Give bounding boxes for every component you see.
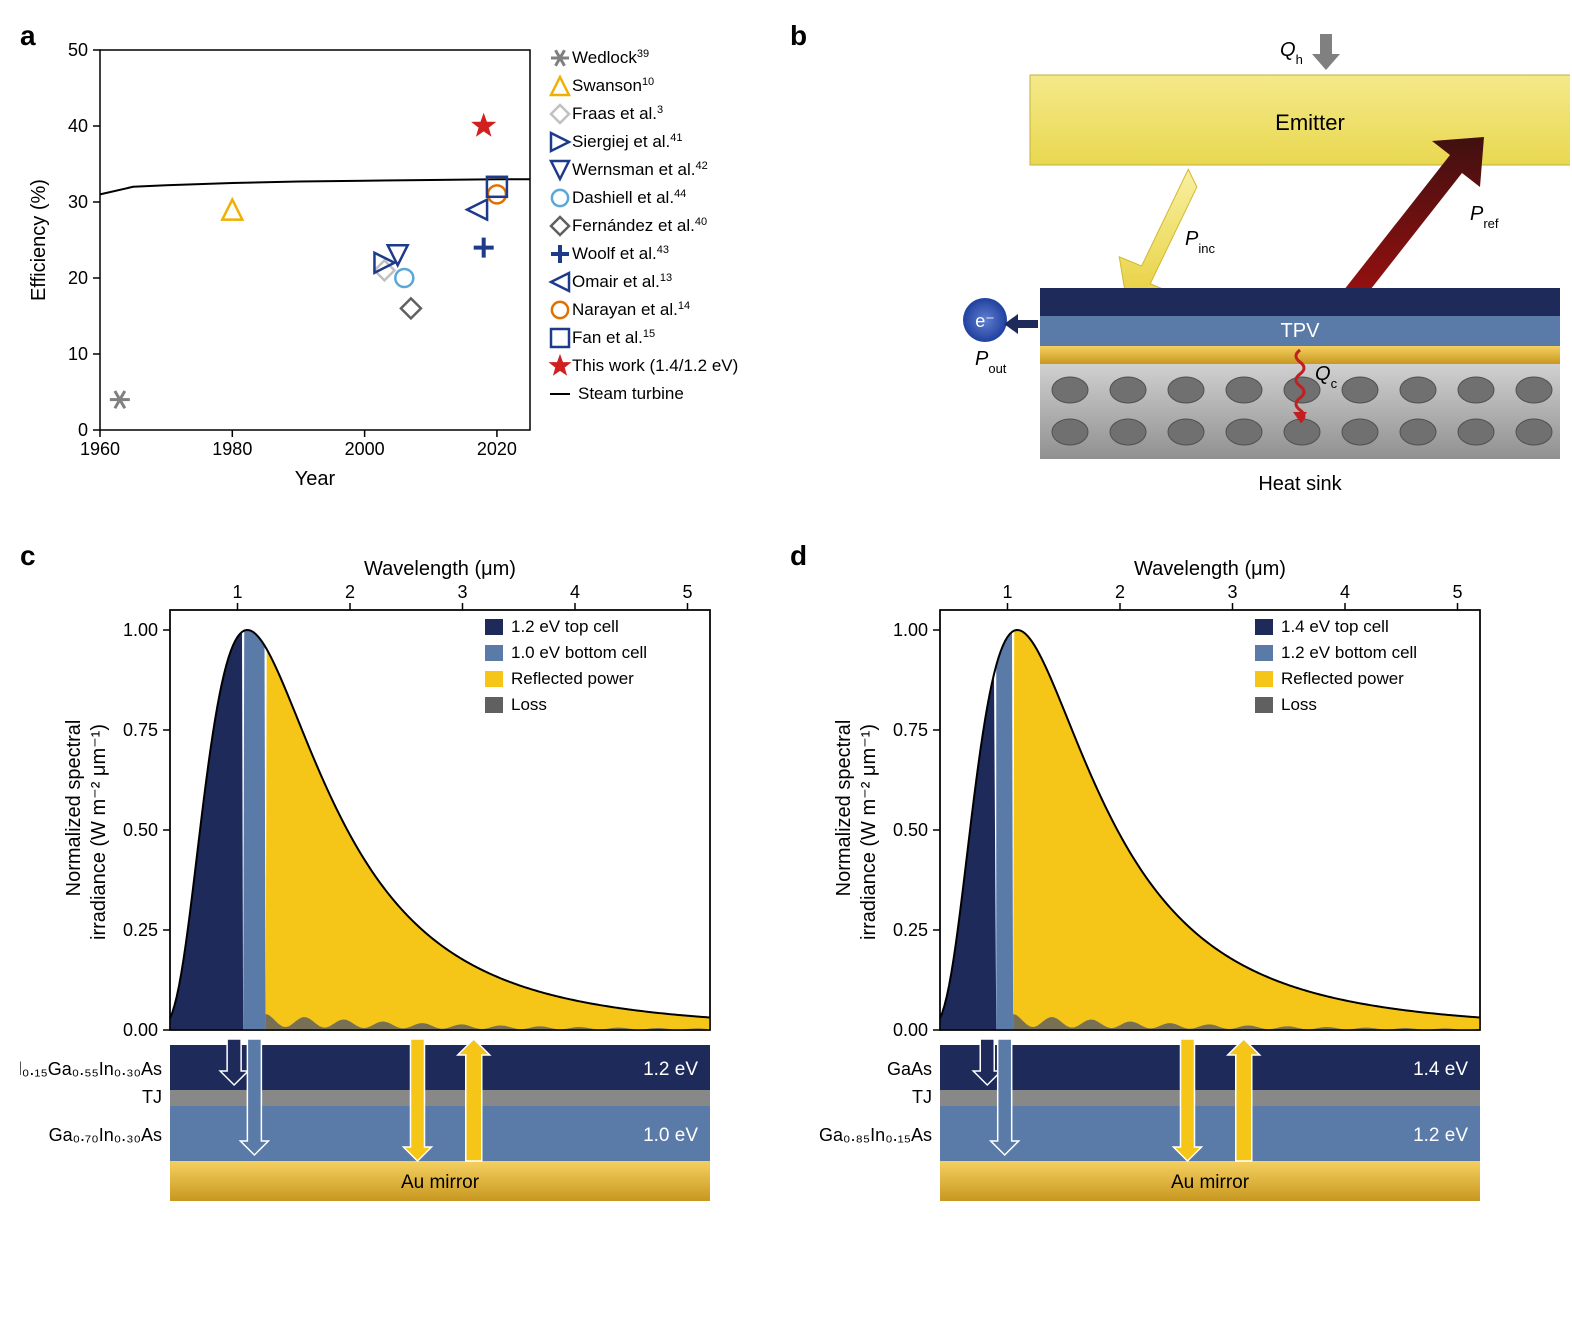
svg-text:Al₀.₁₅Ga₀.₅₅In₀.₃₀As: Al₀.₁₅Ga₀.₅₅In₀.₃₀As (20, 1059, 162, 1079)
svg-text:20: 20 (68, 268, 88, 288)
svg-text:5: 5 (1452, 582, 1462, 602)
svg-text:GaAs: GaAs (887, 1059, 932, 1079)
svg-text:Ga₀.₇₀In₀.₃₀As: Ga₀.₇₀In₀.₃₀As (49, 1125, 162, 1145)
svg-text:0.00: 0.00 (893, 1020, 928, 1040)
svg-text:1960: 1960 (80, 439, 120, 459)
panel-a: a 1960 1980 2000 2020 0 10 20 30 40 50 Year Efficie… (20, 20, 780, 520)
svg-text:1.00: 1.00 (893, 620, 928, 640)
svg-text:Wedlock39: Wedlock39 (572, 48, 649, 67)
svg-text:Pinc: Pinc (1185, 228, 1215, 256)
svg-text:Omair et al.13: Omair et al.13 (572, 272, 672, 291)
svg-text:Reflected power: Reflected power (1281, 669, 1404, 688)
svg-text:Au mirror: Au mirror (1171, 1172, 1250, 1193)
svg-text:40: 40 (68, 116, 88, 136)
svg-text:Fernández et al.40: Fernández et al.40 (572, 216, 707, 235)
svg-text:Efficiency (%): Efficiency (%) (28, 179, 50, 301)
svg-text:1.0 eV: 1.0 eV (643, 1125, 698, 1146)
svg-text:Au mirror: Au mirror (401, 1172, 480, 1193)
svg-text:TPV: TPV (1281, 320, 1321, 342)
svg-text:0.00: 0.00 (123, 1020, 158, 1040)
panel-d: d Wavelength (μm) 1 2 3 4 5 0.00 0.25 0.50 0.75 1.… (790, 540, 1570, 1300)
svg-text:1.4 eV top cell: 1.4 eV top cell (1281, 617, 1389, 636)
svg-text:Wernsman et al.42: Wernsman et al.42 (572, 160, 708, 179)
svg-text:Loss: Loss (1281, 695, 1317, 714)
svg-text:5: 5 (682, 582, 692, 602)
svg-text:2: 2 (345, 582, 355, 602)
svg-text:0.25: 0.25 (123, 920, 158, 940)
svg-text:Pout: Pout (975, 348, 1007, 376)
svg-text:1980: 1980 (212, 439, 252, 459)
svg-text:Fan et al.15: Fan et al.15 (572, 328, 655, 347)
svg-text:Wavelength (μm): Wavelength (μm) (1134, 558, 1286, 580)
svg-text:Narayan et al.14: Narayan et al.14 (572, 300, 690, 319)
svg-text:2020: 2020 (477, 439, 517, 459)
svg-text:1: 1 (1002, 582, 1012, 602)
panel-c: c Wavelength (μm) 1 2 3 4 5 0.00 0.25 0.50 0.75 1.… (20, 540, 780, 1300)
svg-text:10: 10 (68, 344, 88, 364)
svg-text:1.2 eV bottom cell: 1.2 eV bottom cell (1281, 643, 1417, 662)
svg-text:4: 4 (1340, 582, 1350, 602)
svg-text:TJ: TJ (142, 1087, 162, 1107)
svg-text:0.75: 0.75 (123, 720, 158, 740)
panel-d-label: d (790, 540, 807, 572)
svg-text:Emitter: Emitter (1275, 110, 1345, 135)
svg-text:0.50: 0.50 (123, 820, 158, 840)
svg-text:Steam turbine: Steam turbine (578, 384, 684, 403)
svg-text:TJ: TJ (912, 1087, 932, 1107)
chart-a: 1960 1980 2000 2020 0 10 20 30 40 50 Year Efficienc… (20, 20, 780, 520)
svg-text:1: 1 (232, 582, 242, 602)
svg-text:Heat sink: Heat sink (1258, 473, 1342, 495)
svg-text:4: 4 (570, 582, 580, 602)
svg-text:1.00: 1.00 (123, 620, 158, 640)
svg-text:2000: 2000 (345, 439, 385, 459)
svg-text:30: 30 (68, 192, 88, 212)
chart-c: Wavelength (μm) 1 2 3 4 5 0.00 0.25 0.50 0.75 1.00… (20, 540, 780, 1300)
panel-a-label: a (20, 20, 36, 52)
svg-text:0: 0 (78, 420, 88, 440)
svg-text:Ga₀.₈₅In₀.₁₅As: Ga₀.₈₅In₀.₁₅As (819, 1125, 932, 1145)
svg-text:50: 50 (68, 40, 88, 60)
svg-text:1.0 eV bottom cell: 1.0 eV bottom cell (511, 643, 647, 662)
svg-text:1.2 eV top cell: 1.2 eV top cell (511, 617, 619, 636)
panel-b-label: b (790, 20, 807, 52)
svg-text:Siergiej et al.41: Siergiej et al.41 (572, 132, 683, 151)
svg-text:Qh: Qh (1280, 39, 1303, 67)
svg-text:irradiance (W m⁻² μm⁻¹): irradiance (W m⁻² μm⁻¹) (858, 724, 880, 940)
svg-text:Loss: Loss (511, 695, 547, 714)
svg-text:1.4 eV: 1.4 eV (1413, 1059, 1468, 1080)
svg-text:Woolf et al.43: Woolf et al.43 (572, 244, 669, 263)
svg-text:Normalized spectral: Normalized spectral (63, 720, 85, 897)
chart-d: Wavelength (μm) 1 2 3 4 5 0.00 0.25 0.50 0.75 1.00… (790, 540, 1550, 1300)
svg-text:Dashiell et al.44: Dashiell et al.44 (572, 188, 686, 207)
panel-c-label: c (20, 540, 36, 572)
svg-text:This work (1.4/1.2 eV): This work (1.4/1.2 eV) (572, 356, 738, 375)
svg-text:2: 2 (1115, 582, 1125, 602)
svg-text:1.2 eV: 1.2 eV (643, 1059, 698, 1080)
svg-text:0.25: 0.25 (893, 920, 928, 940)
svg-text:Normalized spectral: Normalized spectral (833, 720, 855, 897)
svg-text:Fraas et al.3: Fraas et al.3 (572, 104, 663, 123)
svg-text:0.50: 0.50 (893, 820, 928, 840)
svg-text:irradiance (W m⁻² μm⁻¹): irradiance (W m⁻² μm⁻¹) (88, 724, 110, 940)
svg-text:Swanson10: Swanson10 (572, 76, 654, 95)
svg-text:e⁻: e⁻ (975, 311, 995, 331)
svg-text:1.2 eV: 1.2 eV (1413, 1125, 1468, 1146)
diagram-b: QhEmitterPincPrefTPVHeat sinke⁻PoutQc (790, 20, 1570, 520)
svg-text:Pref: Pref (1470, 203, 1499, 231)
svg-text:Year: Year (295, 468, 336, 490)
panel-b: b QhEmitterPincPrefTPVHeat sinke⁻PoutQc (790, 20, 1570, 520)
svg-text:3: 3 (457, 582, 467, 602)
svg-text:Reflected power: Reflected power (511, 669, 634, 688)
svg-text:0.75: 0.75 (893, 720, 928, 740)
svg-text:Wavelength (μm): Wavelength (μm) (364, 558, 516, 580)
svg-text:3: 3 (1227, 582, 1237, 602)
